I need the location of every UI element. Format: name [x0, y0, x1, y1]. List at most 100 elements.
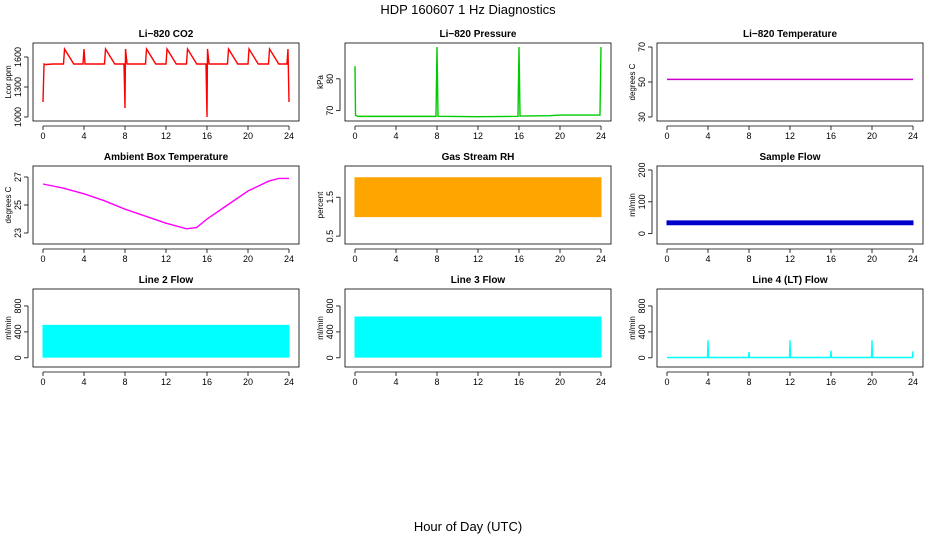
- plot-frame: [32, 165, 300, 245]
- series-band-1: [354, 316, 602, 358]
- series-line-1: [42, 46, 290, 118]
- plot-area: [354, 316, 602, 358]
- y-tick-label: 70: [637, 42, 647, 52]
- y-tick-label: 1000: [13, 107, 23, 127]
- y-axis: 1000 1300 1600: [13, 47, 29, 127]
- y-axis-label: degrees C: [4, 186, 13, 223]
- x-tick-label: 0: [352, 377, 357, 387]
- x-tick-label: 12: [785, 254, 795, 264]
- x-tick-label: 0: [352, 254, 357, 264]
- x-tick-label: 4: [393, 254, 398, 264]
- plot-frame: [32, 288, 300, 368]
- y-tick-label: 800: [637, 298, 647, 313]
- x-tick-label: 8: [746, 377, 751, 387]
- y-axis-label: percent: [316, 191, 325, 218]
- y-tick-label: 70: [325, 106, 335, 116]
- x-tick-label: 4: [393, 377, 398, 387]
- y-tick-label: 1300: [13, 77, 23, 97]
- x-tick-label: 16: [826, 254, 836, 264]
- y-axis-label: Lcor ppm: [4, 65, 13, 99]
- x-tick-label: 8: [746, 131, 751, 141]
- figure-xlabel: Hour of Day (UTC): [414, 519, 522, 534]
- panel-title: Line 4 (LT) Flow: [752, 275, 828, 286]
- y-axis: 0.5 1.5: [325, 191, 341, 243]
- y-tick-label: 1600: [13, 47, 23, 67]
- figure-title: HDP 160607 1 Hz Diagnostics: [380, 2, 556, 17]
- x-tick-label: 20: [243, 254, 253, 264]
- x-axis: 0 4 8 12 16 20 24: [664, 125, 918, 141]
- x-tick-label: 8: [122, 377, 127, 387]
- y-axis: 30 50 70: [637, 42, 653, 122]
- series-line-1: [667, 340, 914, 359]
- x-tick-label: 20: [867, 254, 877, 264]
- x-tick-label: 12: [161, 377, 171, 387]
- x-tick-label: 24: [284, 131, 294, 141]
- series-line-1: [42, 177, 289, 230]
- y-axis: 0 100 200: [637, 162, 653, 236]
- y-axis: 70 80: [325, 74, 341, 116]
- panel-title: Sample Flow: [759, 152, 820, 163]
- x-tick-label: 12: [473, 254, 483, 264]
- x-tick-label: 0: [40, 377, 45, 387]
- plot-frame: [344, 42, 612, 122]
- chart-panel-6: Sample Flow 0 4 8 12 16 20 24 0 100 200 ml/min: [628, 152, 924, 264]
- x-tick-label: 16: [514, 131, 524, 141]
- x-tick-label: 20: [555, 377, 565, 387]
- plot-frame: [344, 165, 612, 245]
- x-tick-label: 24: [284, 377, 294, 387]
- y-axis: 23 25 27: [13, 172, 29, 238]
- y-axis-label: ml/min: [628, 316, 637, 340]
- x-tick-label: 24: [596, 131, 606, 141]
- x-tick-label: 8: [122, 254, 127, 264]
- plot-frame: [344, 288, 612, 368]
- y-tick-label: 0: [13, 355, 23, 360]
- x-tick-label: 8: [746, 254, 751, 264]
- x-tick-label: 4: [705, 254, 710, 264]
- panel-title: Line 2 Flow: [139, 275, 194, 286]
- x-tick-label: 4: [81, 131, 86, 141]
- y-tick-label: 23: [13, 228, 23, 238]
- x-tick-label: 4: [81, 254, 86, 264]
- x-tick-label: 16: [826, 131, 836, 141]
- x-tick-label: 16: [514, 377, 524, 387]
- x-tick-label: 16: [826, 377, 836, 387]
- series-band-1: [666, 220, 914, 226]
- panel-title: Li−820 CO2: [139, 29, 194, 40]
- plot-frame: [32, 42, 300, 122]
- plot-frame: [656, 288, 924, 368]
- x-tick-label: 24: [596, 254, 606, 264]
- y-tick-label: 400: [13, 324, 23, 339]
- x-tick-label: 16: [202, 254, 212, 264]
- y-axis-label: kPa: [316, 75, 325, 89]
- x-tick-label: 0: [664, 254, 669, 264]
- plot-area: [354, 177, 602, 218]
- plot-area: [42, 46, 290, 118]
- y-tick-label: 0.5: [325, 230, 335, 243]
- y-axis-label: degrees C: [628, 63, 637, 100]
- y-tick-label: 50: [637, 77, 647, 87]
- panel-title: Ambient Box Temperature: [104, 152, 229, 163]
- x-tick-label: 0: [40, 131, 45, 141]
- y-tick-label: 80: [325, 74, 335, 84]
- x-tick-label: 12: [161, 131, 171, 141]
- y-tick-label: 400: [325, 324, 335, 339]
- x-tick-label: 4: [705, 377, 710, 387]
- x-tick-label: 20: [555, 254, 565, 264]
- x-tick-label: 16: [202, 377, 212, 387]
- plot-frame: [656, 165, 924, 245]
- x-tick-label: 12: [785, 131, 795, 141]
- series-band-1: [42, 324, 290, 358]
- x-tick-label: 24: [908, 254, 918, 264]
- y-axis-label: ml/min: [4, 316, 13, 340]
- y-axis-label: ml/min: [316, 316, 325, 340]
- x-tick-label: 0: [664, 377, 669, 387]
- x-axis: 0 4 8 12 16 20 24: [40, 125, 294, 141]
- x-tick-label: 16: [202, 131, 212, 141]
- x-axis: 0 4 8 12 16 20 24: [40, 371, 294, 387]
